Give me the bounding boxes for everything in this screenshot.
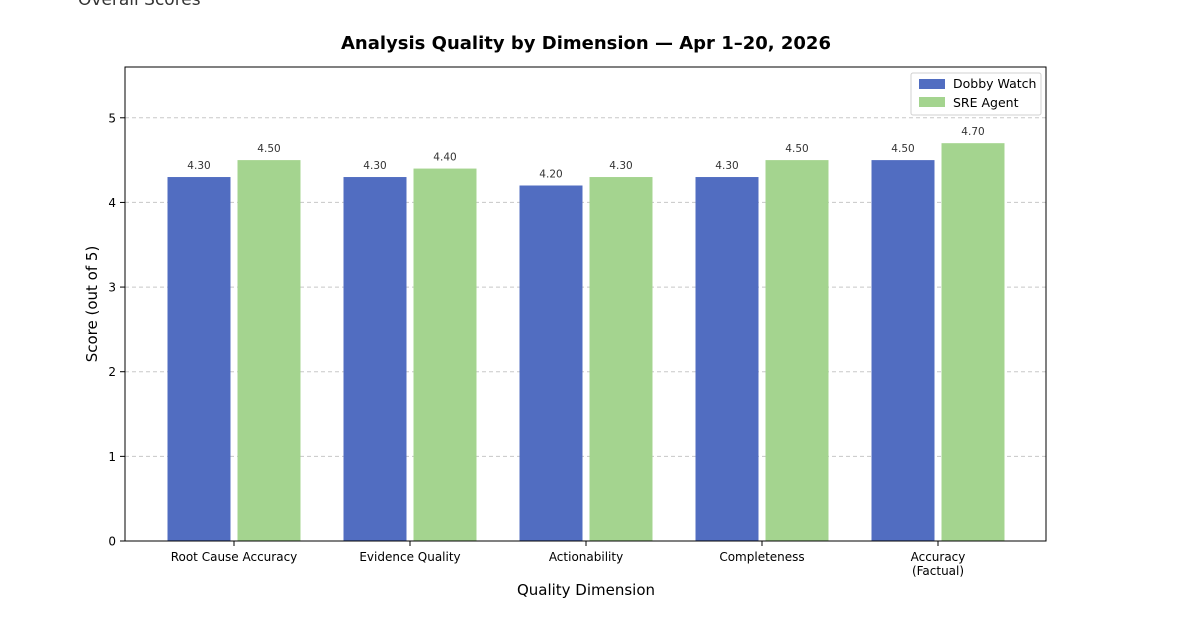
value-labels: 4.30 4.50 4.30 4.40 4.20 4.30 4.30 4.50 4.50 4.70 (187, 126, 984, 180)
value-label: 4.50 (891, 143, 914, 155)
value-label: 4.50 (785, 143, 808, 155)
value-label: 4.30 (363, 160, 386, 172)
legend-swatch-sre-agent (919, 97, 945, 107)
y-tick-label: 1 (108, 450, 116, 464)
value-label: 4.70 (961, 126, 984, 138)
x-tick-label: Actionability (549, 550, 623, 564)
bar-dobby-watch (695, 177, 759, 542)
y-tick-label: 4 (108, 196, 116, 210)
x-tick-label: Accuracy (911, 550, 966, 564)
bar-sre-agent (765, 160, 829, 541)
bar-dobby-watch (167, 177, 231, 542)
value-label: 4.20 (539, 169, 562, 181)
bars (167, 143, 1005, 542)
legend-label-dobby-watch: Dobby Watch (953, 76, 1036, 91)
x-axis-title: Quality Dimension (517, 581, 655, 599)
legend-label-sre-agent: SRE Agent (953, 95, 1019, 110)
value-label: 4.40 (433, 152, 456, 164)
x-tick-label: Root Cause Accuracy (171, 550, 298, 564)
legend-swatch-dobby-watch (919, 79, 945, 89)
value-label: 4.30 (187, 160, 210, 172)
value-label: 4.50 (257, 143, 280, 155)
bar-sre-agent (237, 160, 301, 541)
y-tick-label: 3 (108, 281, 116, 295)
y-axis-title: Score (out of 5) (83, 246, 101, 363)
y-tick-label: 0 (108, 535, 116, 549)
value-label: 4.30 (609, 160, 632, 172)
legend: Dobby Watch SRE Agent (910, 72, 1042, 116)
x-tick-label: Completeness (719, 550, 804, 564)
y-axis: 0 1 2 3 4 5 (108, 111, 125, 549)
x-tick-label: (Factual) (912, 564, 964, 578)
value-label: 4.30 (715, 160, 738, 172)
bar-sre-agent (413, 168, 477, 542)
x-axis: Root Cause Accuracy Evidence Quality Actio… (171, 541, 966, 578)
bar-sre-agent (589, 177, 653, 542)
bar-dobby-watch (871, 160, 935, 541)
y-tick-label: 2 (108, 365, 116, 379)
bar-dobby-watch (343, 177, 407, 542)
x-tick-label: Evidence Quality (359, 550, 460, 564)
bar-dobby-watch (519, 185, 583, 541)
page-header: Overall Scores (78, 0, 201, 10)
y-tick-label: 5 (108, 111, 116, 125)
bar-sre-agent (941, 143, 1005, 541)
chart-title: Analysis Quality by Dimension — Apr 1–20… (341, 33, 831, 54)
